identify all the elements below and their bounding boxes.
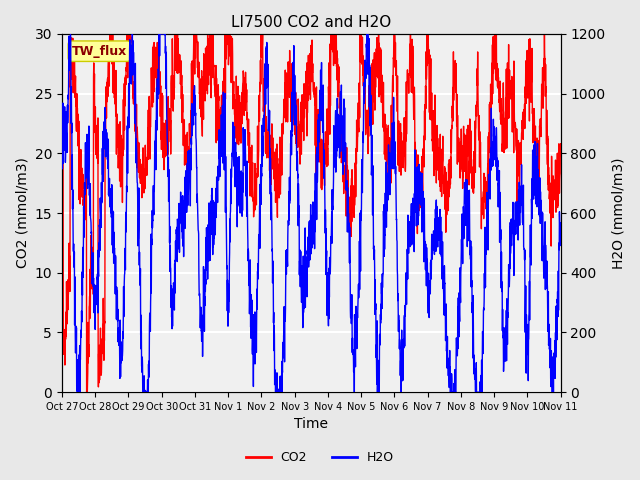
Y-axis label: CO2 (mmol/m3): CO2 (mmol/m3): [15, 157, 29, 268]
Y-axis label: H2O (mmol/m3): H2O (mmol/m3): [611, 157, 625, 269]
Legend: CO2, H2O: CO2, H2O: [241, 446, 399, 469]
X-axis label: Time: Time: [294, 418, 328, 432]
Title: LI7500 CO2 and H2O: LI7500 CO2 and H2O: [231, 15, 392, 30]
Text: TW_flux: TW_flux: [72, 45, 127, 58]
